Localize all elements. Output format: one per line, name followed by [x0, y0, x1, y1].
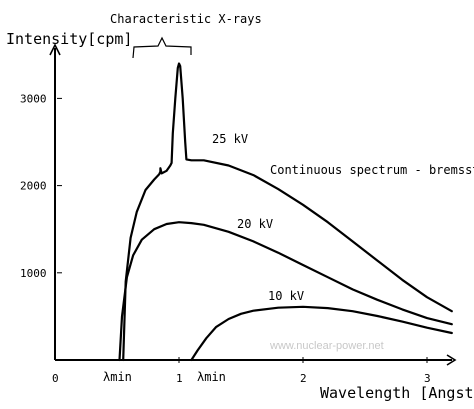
watermark: www.nuclear-power.net	[269, 340, 384, 352]
tick-layer: 0 1 2 3 1000 2000 3000	[20, 92, 431, 385]
x-tick-label: 0	[52, 372, 59, 385]
series-label-20kv: 20 kV	[237, 217, 273, 231]
y-axis-arrow	[49, 43, 61, 56]
y-tick-label: 2000	[20, 180, 47, 193]
series-line-10kv	[190, 305, 453, 362]
series-line-25kv	[122, 62, 453, 362]
x-tick-label: 1	[176, 372, 183, 385]
series-layer	[118, 62, 453, 362]
series-label-10kv: 10 kV	[268, 289, 304, 303]
axes	[49, 43, 457, 366]
x-tick-label: 3	[424, 372, 431, 385]
series-line-20kv	[118, 221, 453, 362]
series-label-25kv: 25 kV	[212, 132, 248, 146]
lambda-min-label-1: λmin	[103, 370, 132, 384]
y-tick-label: 1000	[20, 267, 47, 280]
continuous-spectrum-label: Continuous spectrum - bremsstrahlung	[270, 163, 474, 177]
characteristic-xrays-label: Characteristic X-rays	[110, 12, 262, 26]
characteristic-bracket	[132, 36, 192, 59]
x-axis-arrow	[446, 354, 457, 366]
y-tick-label: 3000	[20, 92, 47, 105]
lambda-min-label-2: λmin	[197, 370, 226, 384]
x-axis-title: Wavelength [Angström]	[320, 384, 474, 402]
x-tick-label: 2	[300, 372, 307, 385]
y-axis-title: Intensity[cpm]	[6, 30, 132, 48]
